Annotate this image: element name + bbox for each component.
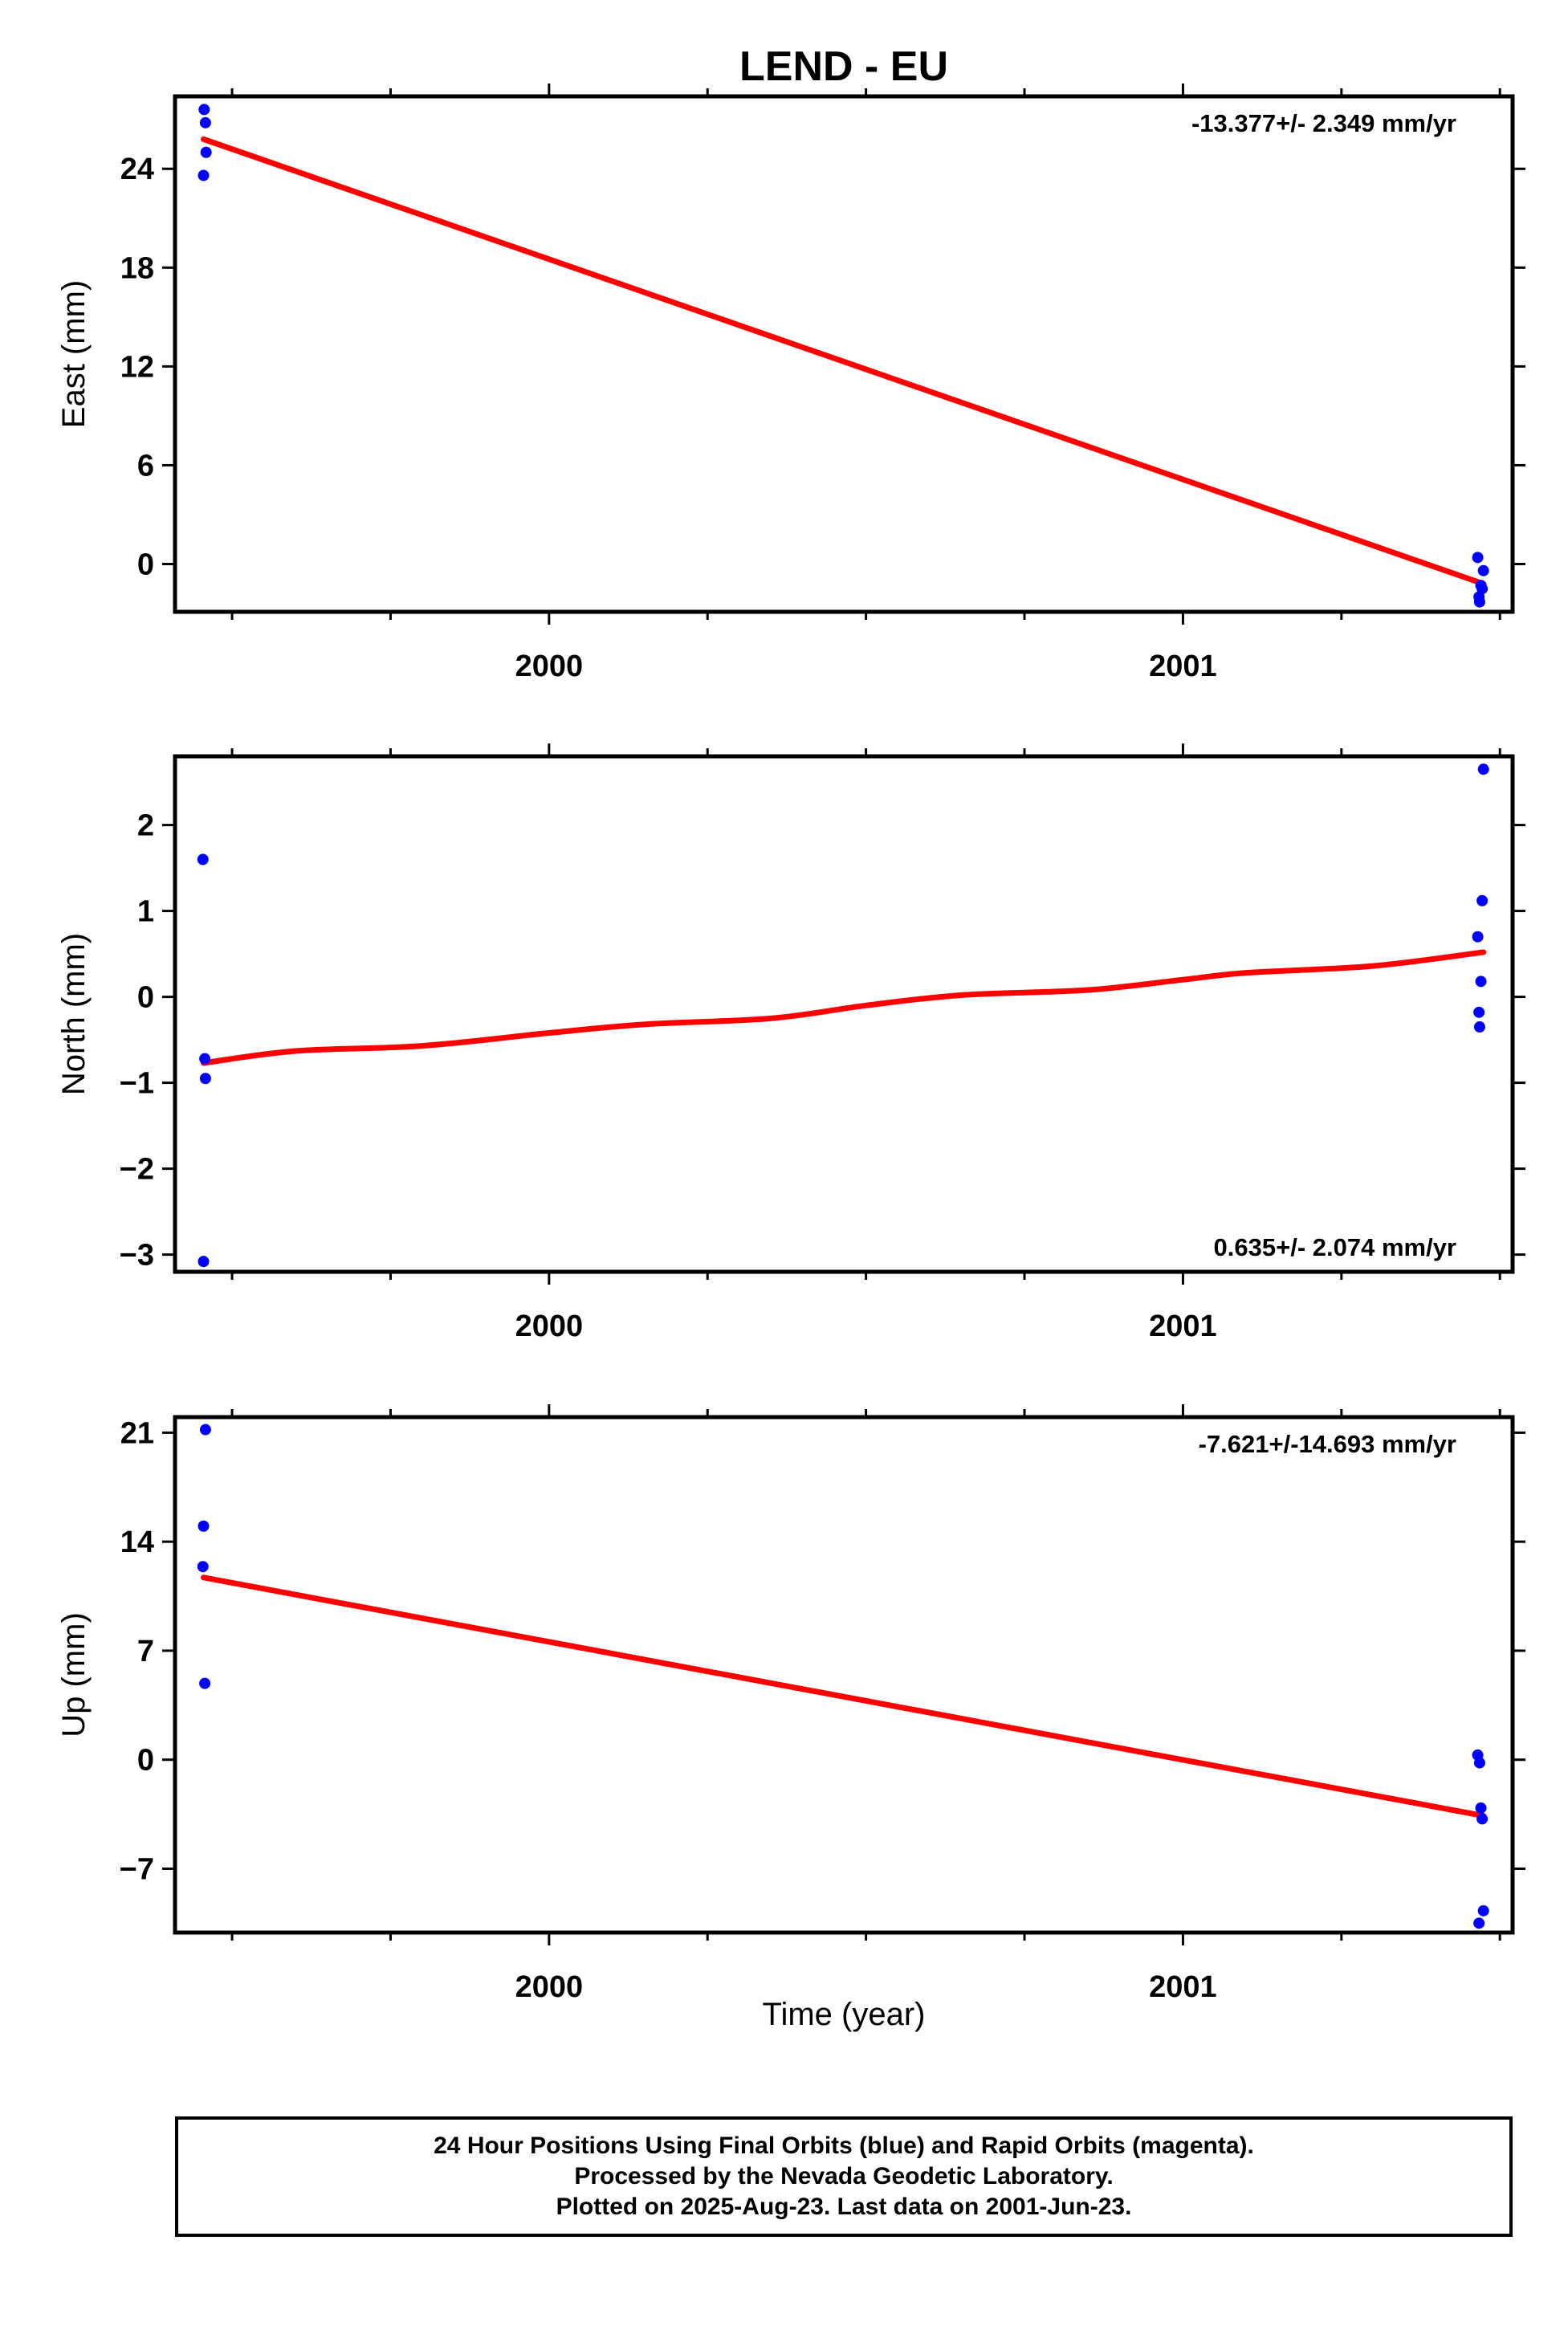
y-tick-label: −2 [120,1153,154,1187]
fit-line [201,949,1487,1066]
plot-frame [173,94,1515,614]
data-point [1473,1006,1485,1018]
fit-line [201,136,1487,587]
data-point [197,1561,209,1573]
data-point [199,1073,211,1085]
data-point [1475,1802,1487,1814]
y-tick-label: 12 [120,350,154,384]
data-point [198,1256,210,1268]
x-tick-label: 2000 [515,650,584,683]
data-point [1473,1917,1485,1929]
data-point [1476,894,1489,906]
y-tick-label: 1 [137,895,154,929]
x-axis-label: Time (year) [763,1997,926,2032]
y-tick-label: −1 [120,1067,154,1101]
panel-east: 0 6 12 18 24 2000 2001 East (mm) -13.377+/- 2.34… [56,84,1525,683]
data-point [1476,1813,1489,1825]
data-point [198,104,210,116]
x-tick-label: 2001 [1149,1310,1217,1343]
footer-line-2: Processed by the Nevada Geodetic Laborat… [574,2163,1114,2189]
x-tick-label: 2000 [515,1970,584,2004]
y-tick-label: 0 [137,1744,154,1778]
rate-annotation: -13.377+/- 2.349 mm/yr [1191,109,1456,137]
data-point [1477,764,1489,776]
footer-line-3: Plotted on 2025-Aug-23. Last data on 200… [556,2194,1132,2220]
x-tick-label: 2000 [515,1310,584,1343]
data-point [200,146,212,158]
data-point [1472,931,1484,943]
plot-frame [173,1415,1515,1935]
y-tick-label: 0 [137,548,154,582]
y-tick-label: −3 [120,1239,154,1273]
data-point [199,1424,211,1436]
data-point [1473,1021,1485,1033]
data-point [199,116,211,128]
footer-line-1: 24 Hour Positions Using Final Orbits (bl… [434,2132,1254,2159]
x-tick-label: 2001 [1149,650,1217,683]
plot-frame [173,754,1515,1274]
chart-title: LEND - EU [739,43,948,90]
y-tick-label: 6 [137,449,154,483]
data-point [1477,564,1489,576]
panel-north: −3 −2 −1 0 1 2 2000 2001 North (mm) 0.635+/- 2.07… [56,743,1525,1343]
panel-up: −7 0 7 14 21 2000 2001 Up (mm) -7.621+/-14.693 m… [56,1404,1525,2004]
y-axis-label: East (mm) [56,280,92,428]
data-point [1473,1757,1485,1769]
y-axis-label: North (mm) [56,933,92,1095]
footer-box: 24 Hour Positions Using Final Orbits (bl… [175,2116,1513,2237]
y-tick-label: 7 [137,1635,154,1668]
y-tick-label: −7 [120,1852,154,1886]
y-axis-label: Up (mm) [56,1612,92,1737]
y-tick-label: 21 [120,1416,154,1450]
fit-line [201,1574,1487,1819]
data-point [1472,552,1484,564]
y-tick-label: 18 [120,251,154,285]
rate-annotation: -7.621+/-14.693 mm/yr [1199,1430,1456,1458]
data-point [199,1053,211,1065]
y-tick-label: 0 [137,981,154,1015]
data-point [1475,976,1487,988]
rate-annotation: 0.635+/- 2.074 mm/yr [1214,1233,1456,1261]
x-tick-label: 2001 [1149,1970,1217,2004]
data-point [1476,583,1489,595]
data-point [1477,1904,1489,1917]
y-tick-label: 14 [120,1525,154,1559]
data-point [1473,596,1485,608]
y-tick-label: 2 [137,809,154,843]
y-tick-label: 24 [120,153,154,186]
data-point [198,169,210,181]
data-point [199,1677,211,1689]
data-point [197,853,209,866]
data-point [198,1520,210,1532]
